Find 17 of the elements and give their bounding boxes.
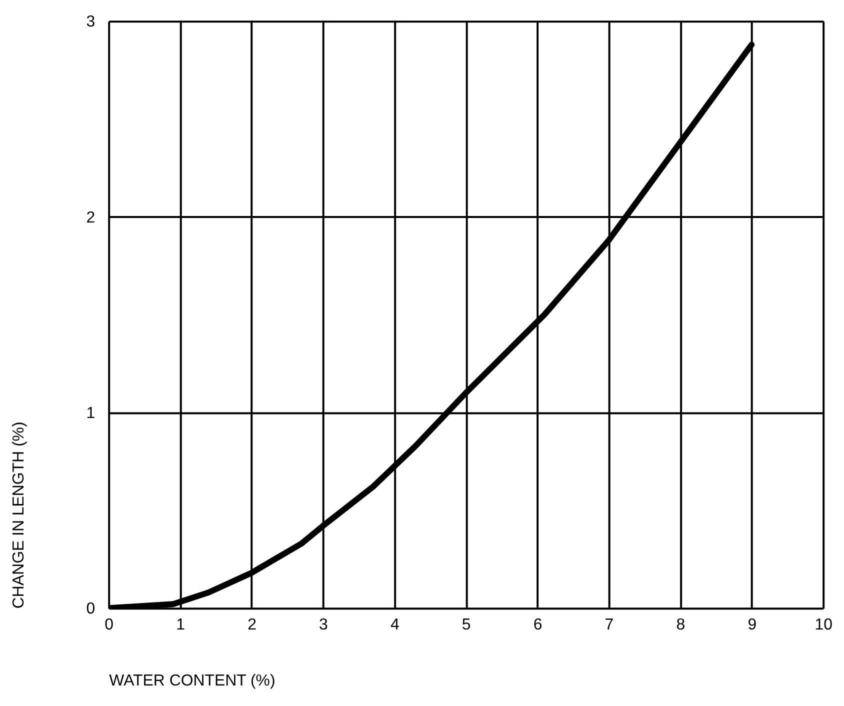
y-axis-title: CHANGE IN LENGTH (%): [10, 422, 28, 609]
x-tick-label: 4: [390, 616, 400, 634]
x-tick-label: 5: [462, 616, 471, 634]
y-tick-label: 3: [86, 14, 96, 31]
y-tick-label: 1: [86, 404, 96, 422]
x-tick-label: 0: [104, 616, 114, 634]
x-tick-label: 10: [814, 616, 833, 634]
x-tick-label: 1: [176, 616, 186, 634]
y-tick-label: 0: [86, 600, 96, 618]
x-tick-label: 9: [748, 616, 757, 634]
x-tick-label: 7: [604, 616, 614, 634]
x-axis-title: WATER CONTENT (%): [109, 672, 276, 690]
x-tick-label: 2: [248, 616, 257, 634]
x-tick-label: 8: [676, 616, 686, 634]
x-tick-label: 6: [533, 616, 542, 634]
y-tick-label: 2: [86, 209, 96, 226]
x-tick-label: 3: [319, 616, 328, 634]
